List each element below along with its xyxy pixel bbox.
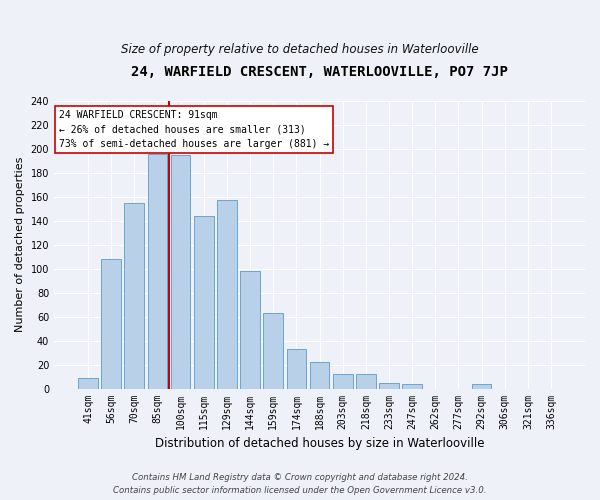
Bar bbox=[356, 374, 376, 388]
Bar bbox=[78, 378, 98, 388]
Bar bbox=[287, 349, 306, 389]
Bar bbox=[263, 313, 283, 388]
Bar bbox=[171, 155, 190, 388]
Bar bbox=[217, 200, 237, 388]
Bar bbox=[379, 382, 399, 388]
Bar bbox=[148, 154, 167, 388]
X-axis label: Distribution of detached houses by size in Waterlooville: Distribution of detached houses by size … bbox=[155, 437, 484, 450]
Bar bbox=[194, 216, 214, 388]
Bar bbox=[101, 259, 121, 388]
Bar bbox=[402, 384, 422, 388]
Bar bbox=[333, 374, 353, 388]
Y-axis label: Number of detached properties: Number of detached properties bbox=[15, 157, 25, 332]
Bar bbox=[240, 271, 260, 388]
Text: Contains HM Land Registry data © Crown copyright and database right 2024.
Contai: Contains HM Land Registry data © Crown c… bbox=[113, 474, 487, 495]
Bar bbox=[310, 362, 329, 388]
Text: 24 WARFIELD CRESCENT: 91sqm
← 26% of detached houses are smaller (313)
73% of se: 24 WARFIELD CRESCENT: 91sqm ← 26% of det… bbox=[59, 110, 329, 149]
Bar bbox=[124, 203, 144, 388]
Text: Size of property relative to detached houses in Waterlooville: Size of property relative to detached ho… bbox=[121, 42, 479, 56]
Title: 24, WARFIELD CRESCENT, WATERLOOVILLE, PO7 7JP: 24, WARFIELD CRESCENT, WATERLOOVILLE, PO… bbox=[131, 65, 508, 79]
Bar bbox=[472, 384, 491, 388]
